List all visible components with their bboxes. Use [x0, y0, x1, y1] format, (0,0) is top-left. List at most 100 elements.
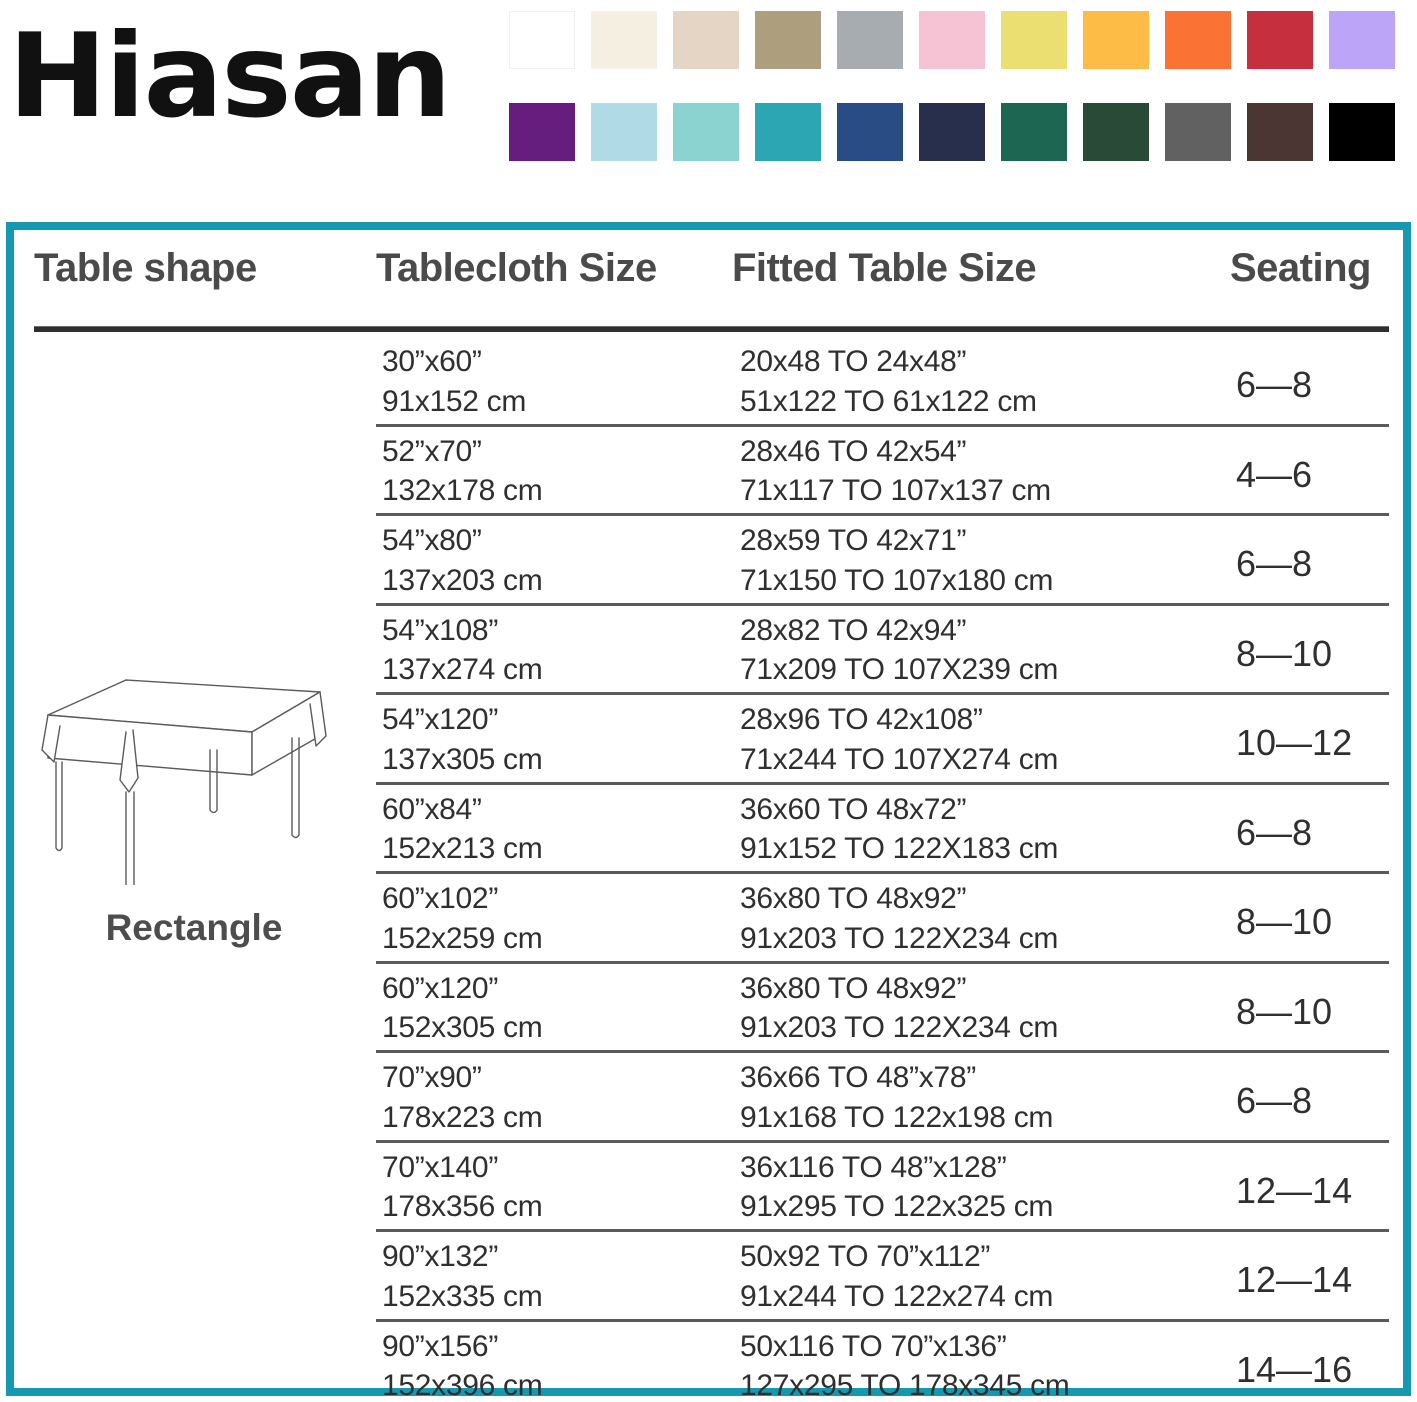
color-swatch-cream[interactable] — [591, 11, 657, 69]
fitted-size-cm: 71x150 TO 107x180 cm — [740, 563, 1054, 597]
cell-fitted-table-size: 36x66 TO 48”x78” 91x168 TO 122x198 cm — [740, 1058, 1053, 1137]
color-swatch-panel — [509, 8, 1409, 161]
table-shape-label: Rectangle — [105, 907, 283, 948]
tablecloth-size-cm: 132x178 cm — [382, 474, 543, 508]
cell-fitted-table-size: 28x46 TO 42x54” 71x117 TO 107x137 cm — [740, 432, 1051, 511]
tablecloth-size-cm: 137x203 cm — [382, 563, 543, 597]
color-swatch-dark-gray[interactable] — [1165, 103, 1231, 161]
row-divider — [376, 1139, 1389, 1143]
color-swatch-gray[interactable] — [837, 11, 903, 69]
fitted-size-inches: 36x116 TO 48”x128” — [740, 1150, 1007, 1184]
cell-tablecloth-size: 90”x132” 152x335 cm — [382, 1237, 543, 1316]
table-body: 30”x60” 91x152 cm 20x48 TO 24x48” 51x122 TO… — [14, 334, 1403, 1402]
column-header-seating: Seating — [1230, 246, 1371, 290]
cell-fitted-table-size: 50x116 TO 70”x136” 127x295 TO 178x345 cm — [740, 1327, 1070, 1402]
row-divider — [376, 692, 1389, 695]
column-header-tablecloth-size: Tablecloth Size — [376, 246, 657, 290]
cell-seating: 6—8 — [1236, 364, 1313, 405]
tablecloth-size-cm: 178x223 cm — [382, 1100, 543, 1134]
tablecloth-size-inches: 90”x156” — [382, 1329, 499, 1363]
cell-fitted-table-size: 36x80 TO 48x92” 91x203 TO 122X234 cm — [740, 879, 1058, 958]
tablecloth-size-cm: 152x259 cm — [382, 921, 543, 955]
swatch-row-1 — [509, 11, 1409, 69]
color-swatch-beige[interactable] — [673, 11, 739, 69]
color-swatch-aqua[interactable] — [673, 103, 739, 161]
tablecloth-size-cm: 152x213 cm — [382, 832, 543, 866]
row-divider — [376, 781, 1389, 785]
color-swatch-black[interactable] — [1329, 103, 1395, 161]
table-row: 60”x84” 152x213 cm 36x60 TO 48x72” 91x152 T… — [14, 781, 1403, 872]
row-divider — [376, 960, 1389, 964]
row-divider — [376, 1318, 1389, 1322]
color-swatch-green[interactable] — [1001, 103, 1067, 161]
cell-tablecloth-size: 90”x156” 152x396 cm — [382, 1327, 543, 1402]
fitted-size-inches: 36x80 TO 48x92” — [740, 882, 967, 915]
column-header-table-shape: Table shape — [34, 246, 257, 290]
color-swatch-dark-green[interactable] — [1083, 103, 1149, 161]
color-swatch-taupe[interactable] — [755, 11, 821, 69]
brand-name: Hiasan — [8, 9, 452, 144]
tablecloth-size-inches: 54”x108” — [382, 613, 499, 647]
tablecloth-size-inches: 60”x102” — [382, 882, 499, 915]
cell-fitted-table-size: 28x96 TO 42x108” 71x244 TO 107X274 cm — [740, 700, 1058, 779]
color-swatch-white[interactable] — [509, 11, 575, 69]
cell-seating: 10—12 — [1236, 722, 1353, 763]
cell-fitted-table-size: 50x92 TO 70”x112” 91x244 TO 122x274 cm — [740, 1237, 1053, 1316]
cell-fitted-table-size: 36x80 TO 48x92” 91x203 TO 122X234 cm — [740, 969, 1058, 1048]
row-divider — [376, 871, 1389, 874]
cell-seating: 6—8 — [1236, 811, 1313, 853]
fitted-size-cm: 91x203 TO 122X234 cm — [740, 921, 1059, 955]
row-divider — [376, 602, 1389, 606]
table-header-row: Table shape Tablecloth Size Fitted Table… — [14, 246, 1403, 322]
tablecloth-size-cm: 178x356 cm — [382, 1190, 543, 1224]
table-row: 54”x108” 137x274 cm 28x82 TO 42x94” 71x209 … — [14, 602, 1403, 693]
color-swatch-purple[interactable] — [509, 103, 575, 161]
color-swatch-blue[interactable] — [837, 103, 903, 161]
color-swatch-orange[interactable] — [1165, 11, 1231, 69]
cell-seating: 6—8 — [1236, 1080, 1313, 1121]
color-swatch-amber[interactable] — [1083, 11, 1149, 69]
size-chart-table: Table shape Tablecloth Size Fitted Table… — [14, 230, 1403, 1402]
fitted-size-inches: 28x96 TO 42x108” — [740, 703, 983, 736]
table-row: 60”x102” 152x259 cm 36x80 TO 48x92” 91x203 … — [14, 871, 1403, 961]
color-swatch-red[interactable] — [1247, 11, 1313, 69]
fitted-size-cm: 71x244 TO 107X274 cm — [740, 742, 1059, 776]
cell-seating: 12—14 — [1236, 1259, 1353, 1300]
fitted-size-inches: 28x46 TO 42x54” — [740, 434, 967, 468]
table-row: 70”x90” 178x223 cm 36x66 TO 48”x78” 91x168 … — [14, 1050, 1403, 1140]
fitted-size-cm: 91x203 TO 122X234 cm — [740, 1011, 1059, 1045]
cell-fitted-table-size: 36x60 TO 48x72” 91x152 TO 122X183 cm — [740, 790, 1058, 869]
fitted-size-inches: 28x59 TO 42x71” — [740, 524, 967, 557]
swatch-row-2 — [509, 103, 1409, 161]
color-swatch-yellow[interactable] — [1001, 11, 1067, 69]
tablecloth-size-inches: 90”x132” — [382, 1240, 499, 1273]
tablecloth-size-cm: 152x396 cm — [382, 1369, 543, 1402]
tablecloth-size-cm: 137x274 cm — [382, 653, 543, 687]
color-swatch-teal[interactable] — [755, 103, 821, 161]
tablecloth-size-inches: 52”x70” — [382, 434, 482, 468]
cell-seating: 4—6 — [1236, 453, 1313, 495]
table-row: 54”x80” 137x203 cm 28x59 TO 42x71” 71x150 T… — [14, 513, 1403, 603]
table-row: 90”x132” 152x335 cm 50x92 TO 70”x112” 91x24… — [14, 1229, 1403, 1319]
color-swatch-navy[interactable] — [919, 103, 985, 161]
color-swatch-lavender[interactable] — [1329, 11, 1395, 69]
color-swatch-brown[interactable] — [1247, 103, 1313, 161]
cell-seating: 12—14 — [1236, 1169, 1353, 1211]
cell-tablecloth-size: 70”x140” 178x356 cm — [382, 1148, 543, 1227]
size-chart-frame: Table shape Tablecloth Size Fitted Table… — [6, 222, 1411, 1402]
table-row: 52”x70” 132x178 cm 28x46 TO 42x54” 71x117 T… — [14, 423, 1403, 514]
tablecloth-size-inches: 60”x84” — [382, 792, 482, 826]
tablecloth-size-inches: 70”x90” — [382, 1061, 482, 1094]
fitted-size-cm: 71x209 TO 107X239 cm — [740, 653, 1059, 687]
fitted-size-cm: 71x117 TO 107x137 cm — [740, 474, 1051, 508]
tablecloth-size-inches: 54”x120” — [382, 703, 499, 736]
table-row: 30”x60” 91x152 cm 20x48 TO 24x48” 51x122 TO… — [14, 334, 1403, 424]
table-shape-cell: Rectangle — [24, 670, 364, 960]
fitted-size-inches: 36x60 TO 48x72” — [740, 792, 967, 826]
color-swatch-pink[interactable] — [919, 11, 985, 69]
cell-tablecloth-size: 30”x60” 91x152 cm — [382, 342, 526, 421]
fitted-size-inches: 50x92 TO 70”x112” — [740, 1240, 991, 1273]
tablecloth-size-cm: 91x152 cm — [382, 384, 527, 418]
color-swatch-light-blue[interactable] — [591, 103, 657, 161]
